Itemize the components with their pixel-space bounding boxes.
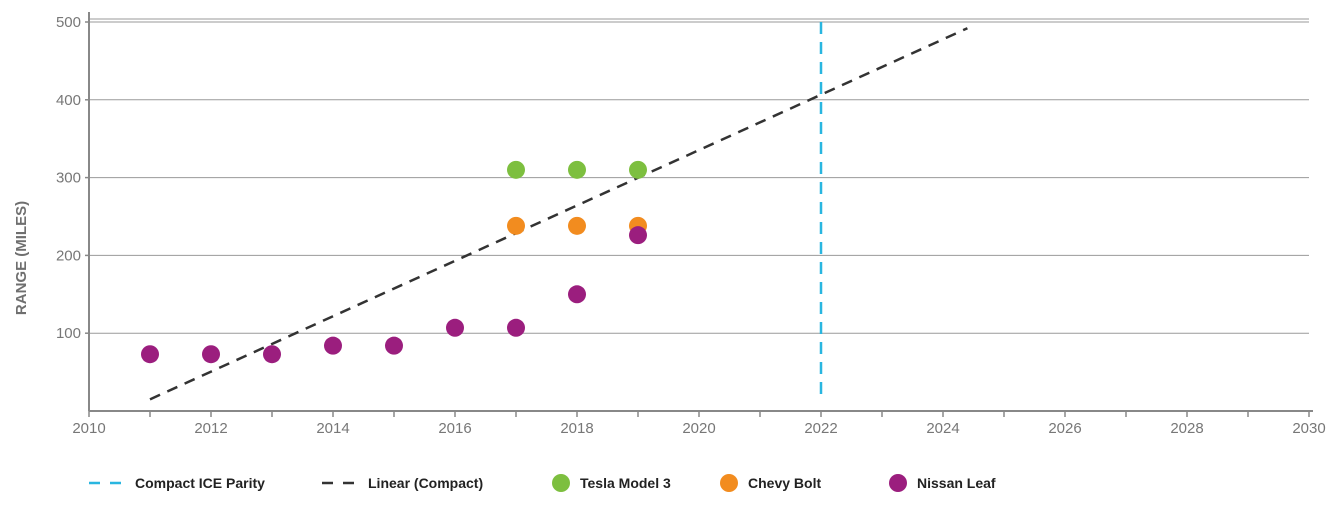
x-tick-label: 2030 xyxy=(1292,420,1325,437)
x-tick-label: 2024 xyxy=(926,420,959,437)
legend-label: Compact ICE Parity xyxy=(135,475,265,491)
x-tick-label: 2012 xyxy=(194,420,227,437)
data-point xyxy=(385,336,403,355)
data-point xyxy=(629,226,647,245)
x-tick-label: 2014 xyxy=(316,420,349,437)
y-tick-label: 100 xyxy=(56,325,81,342)
y-tick-label: 500 xyxy=(56,14,81,31)
legend-label: Tesla Model 3 xyxy=(580,475,671,491)
x-tick-label: 2026 xyxy=(1048,420,1081,437)
plot-area xyxy=(141,22,968,401)
y-axis-title: RANGE (MILES) xyxy=(13,201,30,315)
x-tick-label: 2020 xyxy=(682,420,715,437)
legend-label: Nissan Leaf xyxy=(917,475,996,491)
data-point xyxy=(507,318,525,337)
data-point xyxy=(446,318,464,337)
data-point xyxy=(507,160,525,179)
x-tick-label: 2028 xyxy=(1170,420,1203,437)
y-tick-label: 400 xyxy=(56,92,81,109)
legend-swatch xyxy=(889,474,907,492)
trend-line xyxy=(149,27,968,401)
data-point xyxy=(507,216,525,235)
axes: 100 200 300 400 500 2010 2012 2014 2016 2018 2020 2… xyxy=(56,12,1326,437)
x-tick-label: 2022 xyxy=(804,420,837,437)
data-point xyxy=(202,345,220,364)
x-tick-label: 2016 xyxy=(438,420,471,437)
legend-label: Chevy Bolt xyxy=(748,475,821,491)
data-point xyxy=(568,160,586,179)
legend-swatch xyxy=(552,474,570,492)
data-point xyxy=(568,216,586,235)
legend-swatch xyxy=(720,474,738,492)
gridlines xyxy=(89,18,1309,334)
legend-label: Linear (Compact) xyxy=(368,475,483,491)
x-tick-label: 2018 xyxy=(560,420,593,437)
legend: Compact ICE Parity Linear (Compact) Tesla … xyxy=(89,474,996,492)
x-tick-label: 2010 xyxy=(72,420,105,437)
data-point xyxy=(568,285,586,304)
data-point xyxy=(324,336,342,355)
data-point xyxy=(141,345,159,364)
data-point xyxy=(263,345,281,364)
data-point xyxy=(629,160,647,179)
y-tick-label: 200 xyxy=(56,247,81,264)
y-tick-label: 300 xyxy=(56,170,81,187)
